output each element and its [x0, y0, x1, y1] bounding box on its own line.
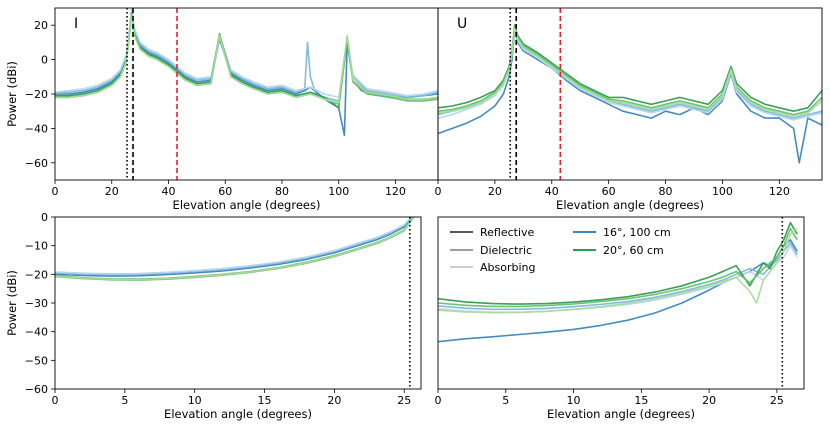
- series-line-20-60-cm-absorbing: [438, 227, 798, 314]
- y-tick-label: −20: [25, 268, 48, 281]
- legend-label-absorbing: Absorbing: [480, 261, 535, 274]
- x-tick-label: 20: [327, 394, 341, 407]
- x-tick-label: 100: [328, 185, 349, 198]
- plot-area: [438, 217, 798, 389]
- series-line-16-100-cm-dielectric: [55, 217, 413, 276]
- y-axis-label: Power (dBi): [5, 61, 19, 127]
- series-line-20-60-cm-dielectric: [438, 26, 822, 116]
- panel-label-U: U: [457, 16, 467, 32]
- panel-bottom-left: 0 5 10 15 20 25 −60 −50 −40 −30 −20 −10 0 Elevation a…: [5, 211, 422, 421]
- y-tick-label: −60: [25, 157, 48, 170]
- legend-label-reflective: Reflective: [480, 226, 535, 239]
- y-tick-label: −20: [25, 88, 48, 101]
- panel-top-right: U 0 20 40 60 80 100 120 Elevation angle (degree…: [435, 7, 823, 212]
- x-tick-label: 15: [258, 394, 272, 407]
- legend-label-20deg-60cm: 20°, 60 cm: [603, 244, 664, 257]
- x-tick-label: 0: [52, 185, 59, 198]
- y-tick-label: −40: [25, 326, 48, 339]
- y-tick-label: −30: [25, 297, 48, 310]
- x-tick-label: 0: [435, 185, 442, 198]
- panel-bottom-right: 0 5 10 15 20 25 Elevation angle (degrees): [435, 216, 805, 421]
- axes-frame: [437, 216, 805, 390]
- x-tick-label: 5: [502, 394, 509, 407]
- y-tick-label: 20: [34, 19, 48, 32]
- y-tick-label: 0: [41, 54, 48, 67]
- x-tick-label: 40: [545, 185, 559, 198]
- x-tick-label: 20: [488, 185, 502, 198]
- x-tick-label: 20: [105, 185, 119, 198]
- series-line-16-100-cm-reflective: [438, 27, 822, 164]
- series-line-20-60-cm-reflective: [438, 221, 798, 305]
- y-tick-label: 0: [41, 211, 48, 224]
- x-tick-label: 5: [121, 394, 128, 407]
- y-tick-label: −60: [25, 383, 48, 396]
- x-tick-label: 25: [770, 394, 784, 407]
- y-tick-label: −50: [25, 354, 48, 367]
- legend-background: [444, 222, 676, 278]
- plot-area: [55, 217, 415, 389]
- x-axis-label: Elevation angle (degrees): [173, 198, 321, 212]
- x-tick-label: 120: [769, 185, 790, 198]
- series-line-20-60-cm-reflective: [438, 24, 822, 112]
- x-tick-label: 40: [161, 185, 175, 198]
- x-tick-label: 10: [188, 394, 202, 407]
- series-line-16-100-cm-reflective: [55, 217, 413, 277]
- y-axis-label: Power (dBi): [5, 270, 19, 336]
- legend-label-16deg-100cm: 16°, 100 cm: [603, 226, 671, 239]
- series-line-20-60-cm-absorbing: [438, 27, 822, 118]
- x-tick-label: 10: [567, 394, 581, 407]
- series-line-20-60-cm-absorbing: [55, 217, 415, 281]
- panel-top-left: I 0 20 40 60 80 100 120 −60 −40 −20 0 20 Elevation a…: [5, 7, 439, 212]
- x-tick-label: 80: [659, 185, 673, 198]
- x-tick-label: 60: [602, 185, 616, 198]
- x-axis-label: Elevation angle (degrees): [164, 407, 312, 421]
- x-axis-label: Elevation angle (degrees): [556, 198, 704, 212]
- x-axis-label: Elevation angle (degrees): [547, 407, 695, 421]
- x-tick-label: 0: [52, 394, 59, 407]
- y-tick-label: −10: [25, 240, 48, 253]
- x-tick-label: 120: [385, 185, 406, 198]
- plot-area: [438, 8, 822, 180]
- series-line-16-100-cm-reflective: [55, 10, 438, 137]
- legend: Reflective Dielectric Absorbing 16°, 100…: [444, 222, 676, 278]
- x-tick-label: 20: [702, 394, 716, 407]
- legend-label-dielectric: Dielectric: [480, 244, 532, 257]
- x-tick-label: 15: [634, 394, 648, 407]
- plot-area: [55, 8, 438, 180]
- x-tick-label: 0: [435, 394, 442, 407]
- x-tick-label: 100: [712, 185, 733, 198]
- axes-frame: [437, 7, 823, 181]
- panel-label-I: I: [74, 16, 78, 32]
- x-tick-label: 25: [397, 394, 411, 407]
- series-line-16-100-cm-absorbing: [55, 217, 413, 275]
- series-line-16-100-cm-dielectric: [55, 8, 438, 102]
- series-line-20-60-cm-dielectric: [438, 227, 798, 308]
- x-tick-label: 80: [275, 185, 289, 198]
- series-line-16-100-cm-dielectric: [438, 242, 798, 311]
- y-tick-label: −40: [25, 122, 48, 135]
- x-tick-label: 60: [218, 185, 232, 198]
- series-line-20-60-cm-absorbing: [55, 14, 438, 104]
